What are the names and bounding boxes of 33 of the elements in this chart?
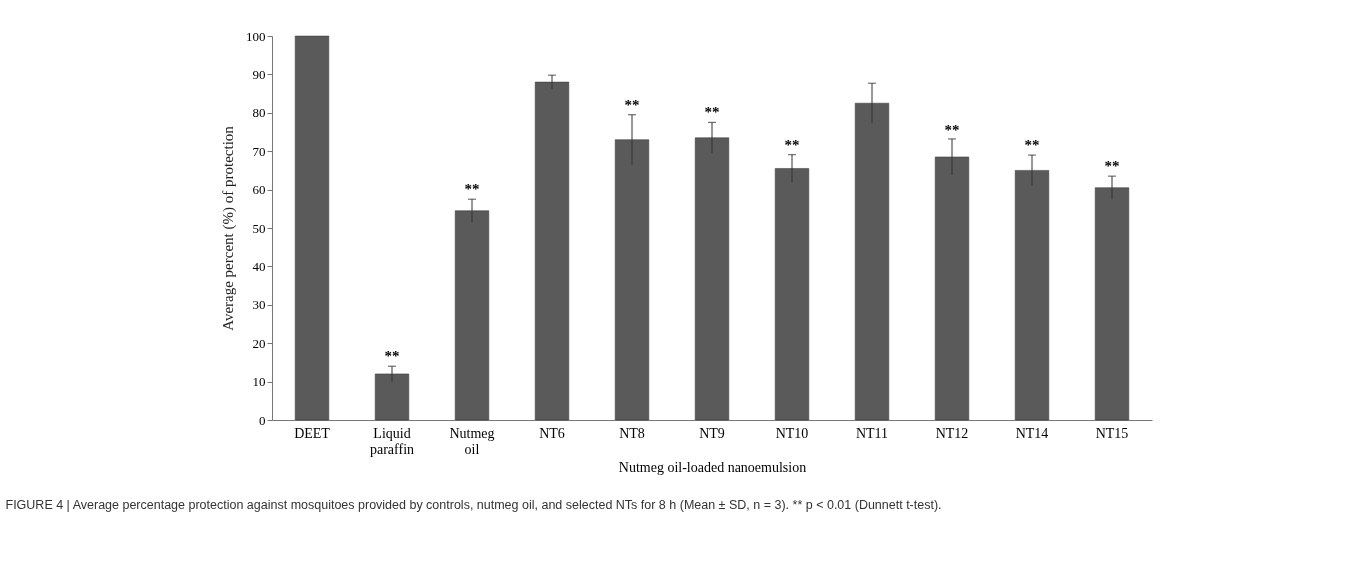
- y-tick-label: 60: [252, 182, 266, 198]
- caption: FIGURE 4 | Average percentage protection against mosquitoes provided by controls, nutmeg oil, and selected NTs for 8 h (Mean ± SD, n = 3). ** p < 0.01 (Dunnett t-test).: [5, 498, 942, 512]
- annotation: **: [624, 96, 640, 113]
- x-tick-label: NT12: [935, 425, 969, 441]
- x-tick-label: Liquid paraffin: [369, 425, 415, 457]
- x-tick-label: NT15: [1095, 425, 1129, 441]
- x-tick-label: Nutmeg oil: [449, 425, 495, 457]
- y-axis-title: Average percent (%) of protection: [220, 125, 237, 331]
- x-tick-label: NT14: [1015, 425, 1049, 441]
- x-tick-label: NT6: [539, 425, 565, 441]
- annotation: **: [384, 348, 400, 365]
- x-axis-title: Nutmeg oil-loaded nanoemulsion: [618, 459, 807, 475]
- y-tick-label: 0: [259, 412, 266, 428]
- x-tick-label: NT8: [619, 425, 645, 441]
- x-tick-label: NT11: [855, 425, 889, 441]
- annotation: **: [784, 137, 800, 154]
- x-tick-label: DEET: [294, 425, 331, 441]
- y-tick-label: 40: [252, 258, 266, 274]
- x-tick-label: NT9: [699, 425, 725, 441]
- y-tick-label: 50: [252, 220, 266, 236]
- y-tick-label: 30: [252, 297, 266, 313]
- annotation: **: [1104, 158, 1120, 175]
- y-tick-label: 70: [252, 143, 266, 159]
- y-tick-label: 100: [246, 28, 266, 44]
- y-tick-label: 20: [252, 335, 266, 351]
- annotation: **: [944, 121, 960, 138]
- y-tick-label: 80: [252, 105, 266, 121]
- y-tick-label: 90: [252, 66, 266, 82]
- annotation: **: [1024, 137, 1040, 154]
- x-tick-label: NT10: [775, 425, 809, 441]
- annotation: **: [464, 181, 480, 198]
- y-tick-label: 10: [252, 374, 266, 390]
- annotation: **: [704, 104, 720, 121]
